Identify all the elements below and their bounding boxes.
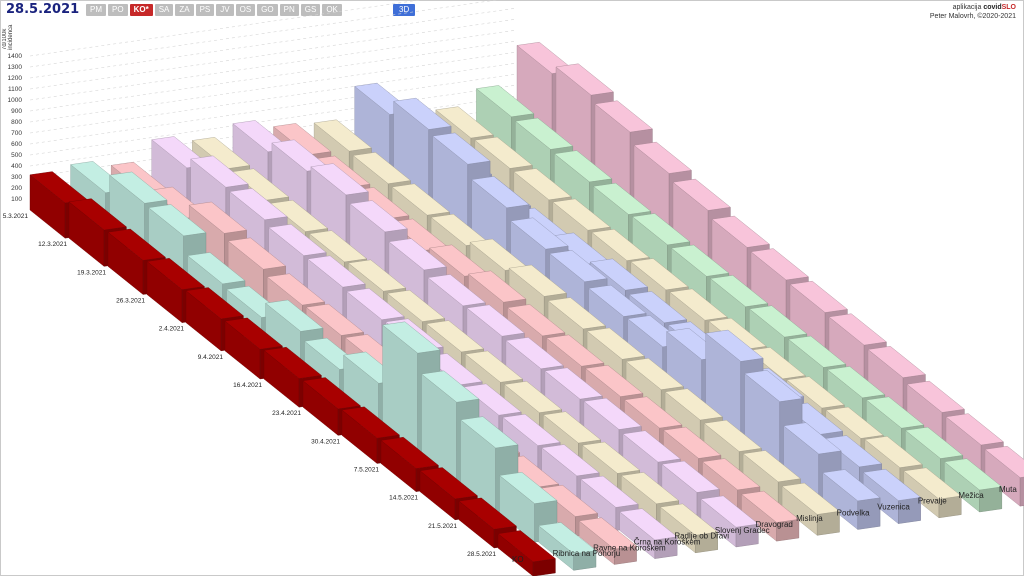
series-label[interactable]: Radlje ob Dravi (674, 532, 729, 541)
series-label[interactable]: Podvelka (837, 508, 870, 517)
bar (538, 522, 597, 571)
series-label[interactable]: Ribnica na Pohorju (553, 549, 621, 558)
y-tick-label: 400 (11, 163, 22, 170)
date-tick-label: 19.3.2021 (77, 269, 106, 276)
gridline (29, 7, 518, 79)
bar (741, 490, 800, 542)
bar (781, 482, 840, 536)
date-tick-label: 16.4.2021 (233, 382, 262, 389)
region-button-bar: PM PO KO* SA ZA PS JV OS GO PN GS OK (86, 4, 342, 16)
series-label[interactable]: Mežica (958, 491, 984, 500)
x-date-labels: 5.3.2021 12.3.2021 19.3.2021 26.3.2021 2.4.2… (3, 213, 497, 558)
brand-slo[interactable]: SLO (1001, 4, 1016, 11)
credits: aplikacija covidSLO Peter Malovrh, ©2020… (930, 3, 1016, 21)
y-tick-label: 600 (11, 141, 22, 148)
gridline (29, 73, 518, 145)
date-tick-label: 14.5.2021 (389, 495, 418, 502)
region-button-os[interactable]: OS (235, 4, 256, 16)
brand-covid[interactable]: covid (983, 4, 1002, 11)
gridline (29, 0, 422, 57)
date-tick-label: 7.5.2021 (354, 467, 380, 474)
credits-prefix: aplikacija (952, 4, 982, 11)
region-button-jv[interactable]: JV (216, 4, 234, 16)
bar (862, 468, 922, 525)
date-tick-label: 28.5.2021 (467, 551, 496, 558)
series-label[interactable]: Ravne na Koroškem (593, 543, 666, 552)
y-tick-label: 900 (11, 108, 22, 115)
y-tick-label: 100 (11, 196, 22, 203)
date-tick-label: 23.4.2021 (272, 410, 301, 417)
region-button-sa[interactable]: SA (154, 4, 174, 16)
bar (619, 508, 678, 560)
date-tick-label: 26.3.2021 (116, 298, 145, 305)
region-button-ko[interactable]: KO* (129, 4, 153, 16)
gridline (29, 18, 518, 90)
view-3d-toggle-button[interactable]: 3D (393, 4, 416, 16)
series-label[interactable]: Vuzenica (877, 503, 910, 512)
date-tick-label: 5.3.2021 (3, 213, 29, 220)
series-label[interactable]: Mislinja (796, 514, 823, 523)
series-label[interactable]: Dravograd (756, 520, 793, 529)
credits-author: Peter Malovrh, ©2020-2021 (929, 13, 1016, 20)
series-label[interactable]: Muta (999, 485, 1017, 494)
date-tick-label: 12.3.2021 (38, 241, 67, 248)
date-tick-label: 9.4.2021 (198, 354, 224, 361)
y-tick-label: 500 (11, 152, 22, 159)
gridline (29, 51, 518, 123)
date-tick-label: 2.4.2021 (159, 326, 185, 333)
region-button-za[interactable]: ZA (175, 4, 194, 16)
y-tick-label: 1100 (8, 86, 22, 93)
bar (903, 467, 962, 519)
gridline (29, 29, 518, 101)
series-label[interactable]: KO (512, 555, 524, 564)
y-tick-label: 300 (11, 174, 22, 181)
gridline (29, 62, 518, 134)
y-tick-label: 1300 (8, 64, 23, 71)
date-tick-label: 21.5.2021 (428, 523, 457, 530)
gridline (29, 84, 518, 156)
region-button-go[interactable]: GO (257, 4, 278, 16)
date-label: 28.5.2021 (6, 2, 80, 17)
gridline (29, 40, 518, 112)
region-button-pn[interactable]: PN (279, 4, 299, 16)
y-tick-label: 1400 (8, 53, 23, 60)
y-tick-label: 1200 (8, 75, 23, 82)
series-label[interactable]: Slovenj Gradec (715, 526, 770, 535)
series-label[interactable]: Prevalje (918, 497, 947, 506)
bars (29, 41, 1024, 576)
bar (943, 458, 1003, 513)
region-button-po[interactable]: PO (108, 4, 128, 16)
y-tick-label: 200 (11, 185, 22, 192)
bar (984, 445, 1024, 507)
bar (497, 530, 556, 576)
region-button-ps[interactable]: PS (195, 4, 215, 16)
bar (578, 517, 638, 565)
bar (822, 469, 881, 530)
gridline (29, 0, 499, 68)
bar (659, 503, 719, 554)
series-label[interactable]: Črna na Koroškem (634, 538, 701, 547)
bar (700, 495, 759, 548)
date-tick-label: 30.4.2021 (311, 438, 340, 445)
region-button-pm[interactable]: PM (86, 4, 106, 16)
y-tick-label: 700 (11, 130, 22, 137)
y-tick-label: 1000 (8, 97, 23, 104)
region-button-gs[interactable]: GS (300, 4, 321, 16)
y-tick-label: 800 (11, 119, 22, 126)
